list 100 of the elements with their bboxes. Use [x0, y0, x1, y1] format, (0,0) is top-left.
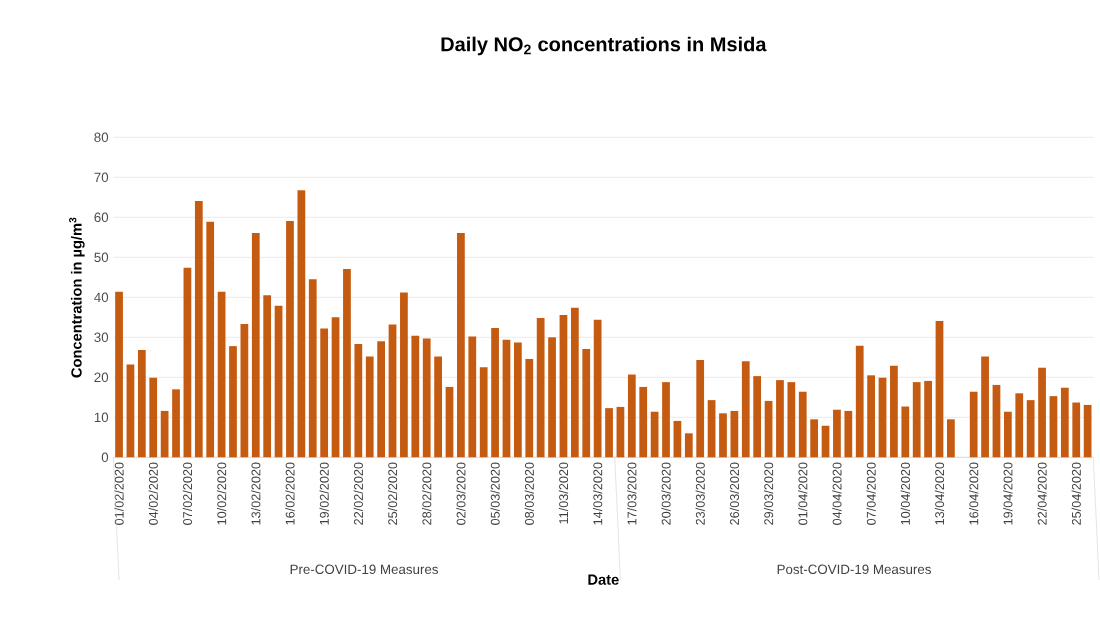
bar [559, 314, 568, 458]
bar [457, 232, 465, 458]
x-tick-label: 22/02/2020 [353, 462, 363, 525]
bar [901, 406, 910, 458]
x-tick-label: 17/03/2020 [627, 462, 637, 525]
bar [1038, 367, 1046, 458]
bar [855, 345, 864, 458]
bar [890, 365, 898, 458]
bar [468, 336, 477, 458]
bar [206, 221, 215, 458]
bar [308, 279, 317, 458]
bar [388, 324, 397, 458]
x-tick-label: 04/04/2020 [832, 462, 842, 525]
x-tick-label: 13/04/2020 [934, 462, 945, 525]
y-tick-label: 20 [94, 372, 109, 382]
x-tick-label: 16/02/2020 [285, 462, 295, 525]
y-tick-label: 10 [94, 412, 109, 422]
bar [1083, 404, 1092, 458]
bar [1003, 411, 1012, 458]
bar [1072, 402, 1081, 458]
bar [263, 295, 272, 458]
bar [502, 339, 511, 458]
bar [616, 406, 625, 458]
bar [411, 335, 420, 458]
bar [377, 341, 385, 458]
bar [878, 377, 887, 458]
bar [867, 375, 875, 458]
bar [924, 380, 932, 458]
bar [251, 232, 260, 458]
bar [400, 292, 408, 458]
y-tick-label: 50 [94, 252, 109, 262]
x-tick-label: 19/04/2020 [1003, 462, 1013, 525]
bar [684, 433, 693, 458]
bar [593, 319, 602, 458]
x-tick-label: 26/03/2020 [729, 462, 740, 525]
x-tick-label: 04/02/2020 [148, 462, 158, 525]
bar [160, 410, 169, 458]
bar [753, 375, 762, 458]
x-tick-label: 20/03/2020 [661, 462, 671, 525]
bar [582, 348, 591, 458]
x-tick-label: 08/03/2020 [524, 462, 534, 525]
bar [137, 349, 146, 458]
bar [286, 220, 294, 458]
bar [172, 389, 180, 458]
bar [798, 391, 807, 458]
bar [719, 413, 727, 458]
x-tick-label: 14/03/2020 [592, 462, 603, 525]
bar [696, 359, 705, 458]
bar [969, 391, 978, 458]
bar [240, 323, 249, 458]
bar [274, 305, 283, 458]
y-axis-title: Concentration in µg/m$^{3}$ [69, 217, 85, 378]
bar [194, 200, 203, 458]
bar [422, 338, 431, 458]
bar [787, 381, 796, 458]
x-tick-label: 25/04/2020 [1071, 462, 1081, 525]
y-tick-label: 40 [94, 292, 109, 302]
bar [548, 337, 556, 458]
x-tick-label: 19/02/2020 [319, 462, 329, 525]
bar [491, 327, 499, 458]
bar [1015, 393, 1024, 458]
x-tick-label: 11/03/2020 [558, 462, 569, 524]
bar [183, 267, 192, 458]
bar [149, 377, 158, 458]
bar [992, 384, 1001, 458]
bar [1026, 399, 1035, 458]
x-tick-label: 25/02/2020 [387, 462, 398, 525]
bar [810, 419, 819, 458]
x-tick-label: 22/04/2020 [1037, 462, 1047, 525]
bar [217, 291, 226, 458]
bar [833, 409, 841, 458]
bar [434, 356, 442, 458]
x-tick-label: 07/04/2020 [866, 462, 876, 525]
bar [536, 317, 545, 458]
x-axis-title: Date [588, 574, 619, 585]
bar [570, 307, 579, 458]
x-tick-label: 01/02/2020 [114, 462, 124, 525]
text: Pre-COVID-19 Measures [290, 564, 438, 574]
bar [514, 342, 522, 458]
bar [912, 381, 921, 458]
bar [662, 381, 670, 458]
bar [354, 343, 363, 458]
x-tick-label: 29/03/2020 [763, 462, 774, 525]
y-tick-label: 70 [94, 172, 109, 182]
x-tick-label: 23/03/2020 [695, 462, 705, 525]
y-tick-label: 80 [94, 132, 109, 142]
bar [981, 356, 989, 458]
bar [707, 399, 716, 458]
x-tick-label: 01/04/2020 [798, 462, 808, 525]
chart-title: Daily NO$_{2}$ concentrations in Msida [441, 36, 767, 56]
bar [229, 345, 237, 458]
x-tick-label: 16/04/2020 [969, 462, 979, 525]
bar [935, 320, 944, 458]
y-tick-label: 30 [94, 332, 109, 342]
bar [525, 358, 534, 458]
bar [947, 419, 955, 458]
bar [639, 386, 648, 458]
y-tick-label: 0 [101, 452, 109, 462]
bar [320, 328, 329, 458]
bar [365, 356, 374, 458]
